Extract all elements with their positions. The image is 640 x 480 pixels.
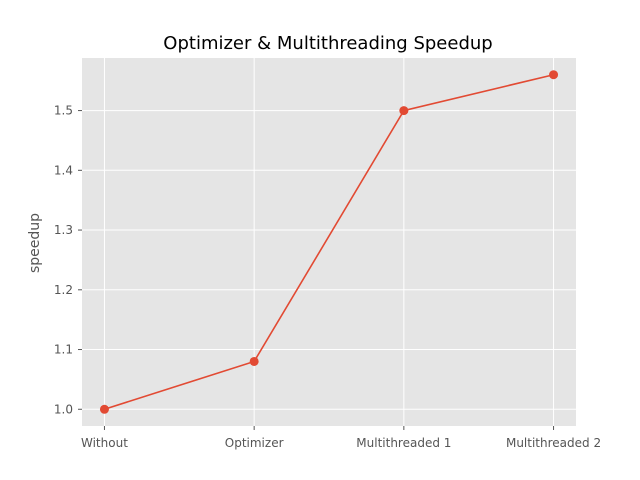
series-line: [104, 73, 554, 411]
x-tick-label: Without: [81, 436, 128, 450]
x-tick-label: Multithreaded 1: [356, 436, 451, 450]
y-tick-label: 1.3: [54, 223, 73, 237]
y-axis-ticks: 1.0 1.1 1.2 1.3 1.4 1.5: [54, 104, 82, 416]
data-point: [399, 106, 409, 116]
series-group: [99, 70, 559, 414]
y-tick-label: 1.4: [54, 163, 73, 177]
y-tick-label: 1.1: [54, 343, 73, 357]
chart-title: Optimizer & Multithreading Speedup: [163, 33, 492, 54]
grid-lines: [82, 58, 576, 426]
data-point: [99, 404, 109, 414]
plot-background: [82, 58, 576, 426]
y-tick-label: 1.0: [54, 402, 73, 416]
x-axis-ticks: Without Optimizer Multithreaded 1 Multithre…: [81, 426, 601, 450]
x-tick-label: Multithreaded 2: [506, 436, 601, 450]
y-tick-label: 1.5: [54, 104, 73, 118]
y-axis-label: speedup: [27, 213, 43, 273]
x-tick-label: Optimizer: [225, 436, 284, 450]
data-point: [549, 70, 559, 80]
y-tick-label: 1.2: [54, 283, 73, 297]
data-point: [249, 356, 259, 366]
